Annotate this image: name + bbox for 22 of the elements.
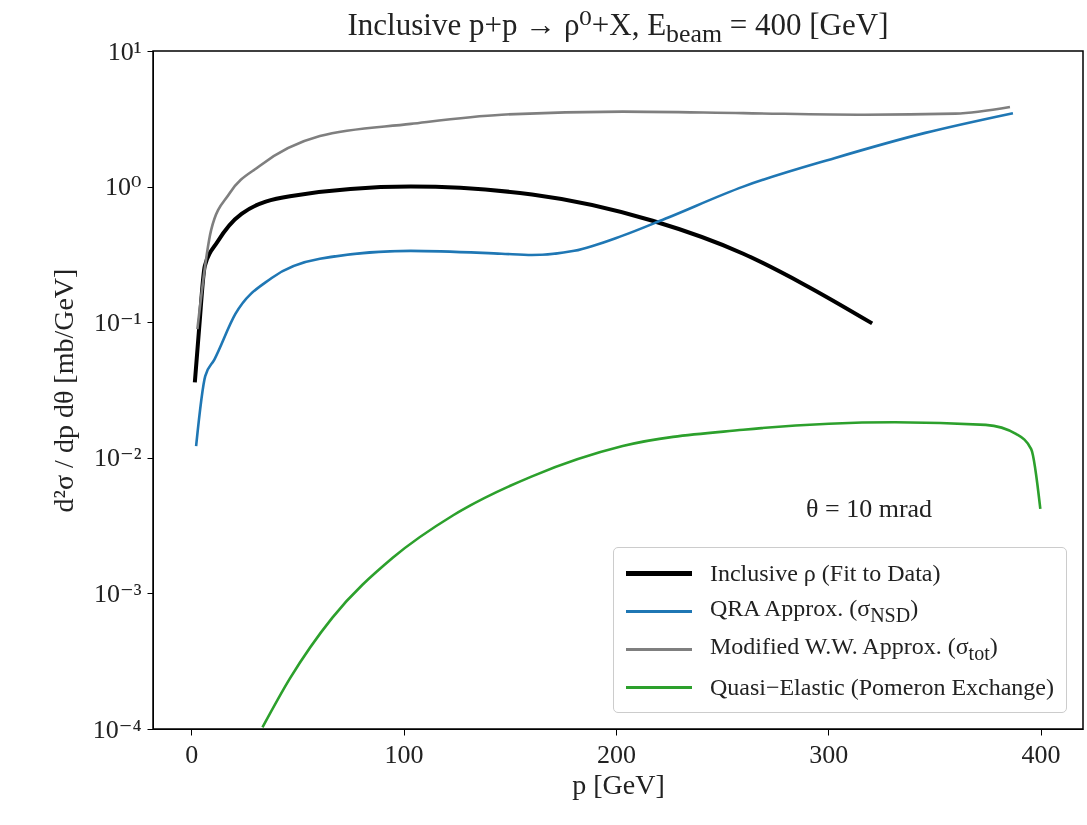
y-tick-label: 10⁻⁴ (92, 714, 142, 744)
legend-label: Quasi−Elastic (Pomeron Exchange) (709, 673, 1054, 701)
y-tick-label: 10⁻² (93, 443, 142, 473)
y-tick-label: 10¹ (107, 36, 142, 66)
x-tick-label: 400 (1021, 739, 1061, 769)
x-tick-label: 0 (185, 739, 199, 769)
x-tick-label: 300 (809, 739, 849, 769)
y-axis-title: d²σ / dp dθ [mb/GeV] (47, 268, 79, 513)
x-tick-label: 100 (384, 739, 424, 769)
line-series (192, 184, 875, 385)
y-tick-label: 10⁻¹ (93, 307, 142, 337)
x-tick-label: 200 (596, 739, 636, 769)
y-tick-label: 10⁰ (105, 172, 142, 202)
x-axis-title: p [GeV] (572, 768, 665, 800)
legend-label: QRA Approx. (σ$_{NSD}$) (709, 595, 919, 627)
annotation: θ = 10 mrad (806, 493, 933, 523)
legend-label: Inclusive ρ (Fit to Data) (709, 559, 941, 587)
legend-label: Modified W.W. Approx. (σ$_{tot}$) (709, 633, 998, 665)
line-series (196, 105, 1012, 331)
chart-title: Inclusive p+p → ρ⁰+X, E$_{beam}$ = 400 [GeV] (346, 6, 890, 50)
line-series (194, 111, 1015, 448)
y-tick-label: 10⁻³ (93, 578, 142, 608)
